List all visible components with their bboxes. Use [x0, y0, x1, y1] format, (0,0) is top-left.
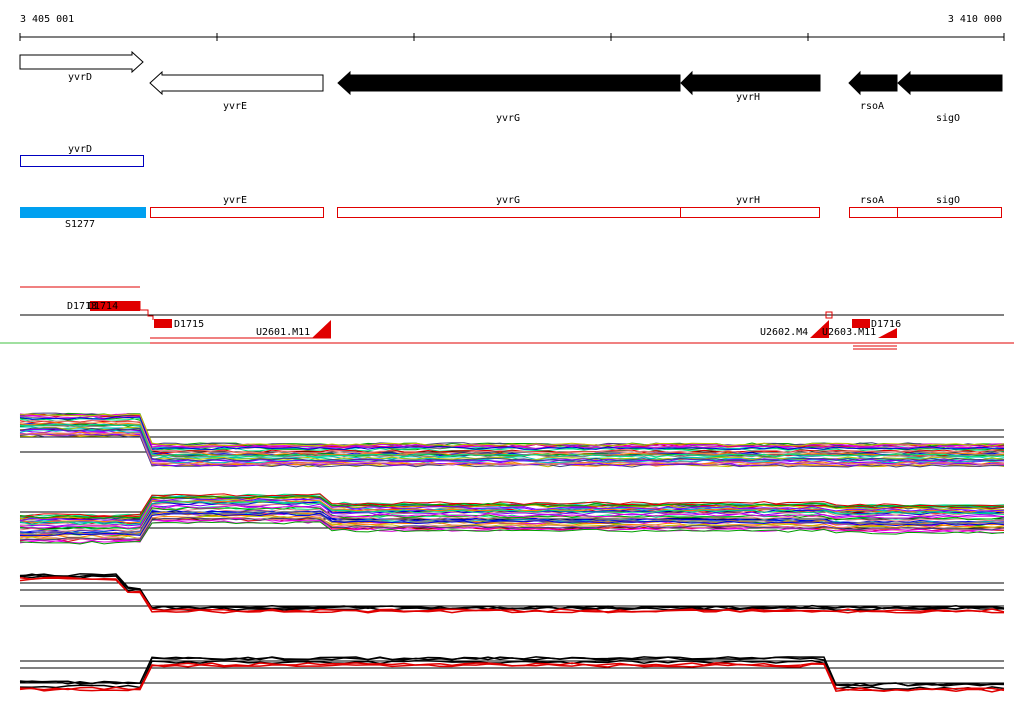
expression-trace — [19, 419, 1005, 454]
expression-trace — [19, 506, 1005, 530]
segment-track — [0, 286, 1014, 350]
segment-label: U2603.M11 — [822, 327, 876, 338]
axis-start: 3 405 001 — [20, 14, 74, 25]
segment-label: U2602.M4 — [760, 327, 808, 338]
feature-label: rsoA — [860, 195, 884, 206]
expression-trace — [19, 573, 1005, 610]
feature-boxes — [150, 207, 1002, 218]
segment-label: U2601.M11 — [256, 327, 310, 338]
feature-label: yvrH — [736, 195, 760, 206]
expression-trace — [19, 501, 1005, 526]
expression-trace — [19, 423, 1005, 458]
expression-trace — [19, 656, 1005, 687]
blue-box — [20, 155, 144, 167]
axis-line — [19, 33, 1005, 41]
gene-label: yvrD — [68, 72, 92, 83]
cyan-box — [20, 207, 146, 218]
expression-trace — [19, 505, 1005, 529]
expression-trace — [19, 418, 1005, 452]
feature-label: S1277 — [65, 219, 95, 230]
expression-trace — [19, 413, 1005, 448]
feature-label: yvrE — [223, 195, 247, 206]
expression-trace — [19, 412, 1005, 447]
expression-trace — [19, 423, 1005, 458]
segment-label: D1713 — [67, 301, 97, 312]
expression-trace — [19, 577, 1005, 614]
feature-label: yvrG — [496, 195, 520, 206]
expression-trace — [19, 416, 1005, 451]
gene-label: yvrH — [736, 92, 760, 103]
gene-arrows — [19, 50, 1003, 96]
expression-trace — [19, 521, 1005, 545]
expression-panels — [19, 412, 1005, 693]
axis-end: 3 410 000 — [948, 14, 1002, 25]
expression-trace — [19, 517, 1005, 541]
expression-trace — [19, 413, 1005, 447]
expression-trace — [19, 575, 1005, 611]
expression-trace — [19, 662, 1005, 692]
expression-trace — [19, 432, 1005, 466]
expression-trace — [19, 514, 1005, 538]
expression-trace — [19, 495, 1005, 519]
segment-label: D1716 — [871, 319, 901, 330]
feature-label: sigO — [936, 195, 960, 206]
expression-trace — [19, 576, 1005, 613]
expression-trace — [19, 573, 1005, 610]
gene-label: sigO — [936, 113, 960, 124]
segment-label: D1715 — [174, 319, 204, 330]
expression-trace — [19, 663, 1005, 693]
expression-trace — [19, 433, 1005, 468]
gene-label: rsoA — [860, 101, 884, 112]
blue-label: yvrD — [68, 144, 92, 155]
expression-trace — [19, 493, 1005, 517]
expression-trace — [19, 520, 1005, 544]
expression-trace — [19, 512, 1005, 537]
gene-label: yvrG — [496, 113, 520, 124]
segment-label: D1714 — [88, 301, 118, 312]
gene-label: yvrE — [223, 101, 247, 112]
expression-trace — [19, 497, 1005, 522]
expression-trace — [19, 413, 1005, 448]
expression-trace — [19, 427, 1005, 462]
